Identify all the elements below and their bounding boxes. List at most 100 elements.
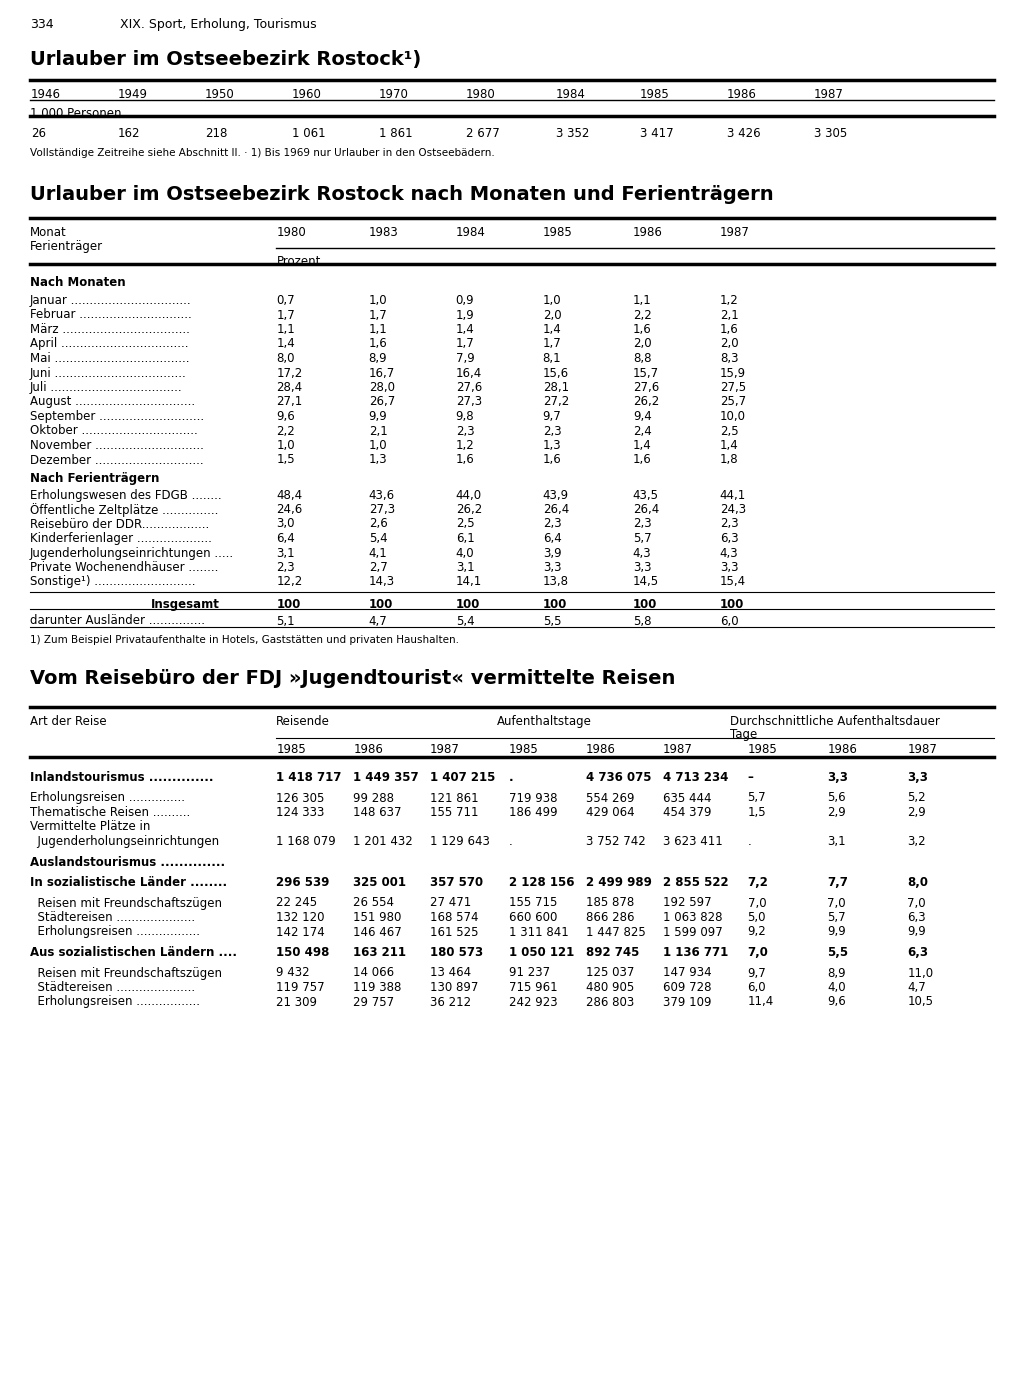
Text: 1 311 841: 1 311 841 bbox=[509, 925, 568, 938]
Text: 4,1: 4,1 bbox=[369, 547, 387, 559]
Text: 25,7: 25,7 bbox=[720, 396, 746, 408]
Text: 1 061: 1 061 bbox=[292, 127, 326, 140]
Text: 150 498: 150 498 bbox=[276, 946, 330, 959]
Text: 27,3: 27,3 bbox=[369, 503, 395, 516]
Text: 1983: 1983 bbox=[369, 226, 398, 239]
Text: 2,3: 2,3 bbox=[543, 425, 561, 438]
Text: 9,7: 9,7 bbox=[748, 966, 766, 980]
Text: 100: 100 bbox=[456, 598, 480, 611]
Text: 242 923: 242 923 bbox=[509, 995, 557, 1008]
Text: 27 471: 27 471 bbox=[430, 896, 471, 910]
Text: Urlauber im Ostseebezirk Rostock¹): Urlauber im Ostseebezirk Rostock¹) bbox=[30, 50, 421, 69]
Text: 2,4: 2,4 bbox=[633, 425, 651, 438]
Text: Reisende: Reisende bbox=[276, 714, 330, 728]
Text: 24,3: 24,3 bbox=[720, 503, 746, 516]
Text: 27,5: 27,5 bbox=[720, 382, 746, 394]
Text: 2,3: 2,3 bbox=[633, 517, 651, 530]
Text: 9,6: 9,6 bbox=[276, 410, 295, 424]
Text: 17,2: 17,2 bbox=[276, 366, 303, 379]
Text: 1,6: 1,6 bbox=[543, 453, 561, 467]
Text: Jugenderholungseinrichtungen: Jugenderholungseinrichtungen bbox=[30, 835, 219, 849]
Text: 24,6: 24,6 bbox=[276, 503, 303, 516]
Text: 185 878: 185 878 bbox=[586, 896, 634, 910]
Text: 1,6: 1,6 bbox=[720, 323, 738, 336]
Text: 1985: 1985 bbox=[640, 88, 670, 101]
Text: 43,9: 43,9 bbox=[543, 488, 569, 502]
Text: 27,3: 27,3 bbox=[456, 396, 482, 408]
Text: 1,5: 1,5 bbox=[748, 807, 766, 819]
Text: 2,3: 2,3 bbox=[720, 517, 738, 530]
Text: 0,9: 0,9 bbox=[456, 294, 474, 308]
Text: 100: 100 bbox=[720, 598, 744, 611]
Text: 635 444: 635 444 bbox=[663, 791, 711, 804]
Text: 3 305: 3 305 bbox=[814, 127, 847, 140]
Text: 3,1: 3,1 bbox=[827, 835, 846, 849]
Text: Erholungsreisen ...............: Erholungsreisen ............... bbox=[30, 791, 185, 804]
Text: 1 050 121: 1 050 121 bbox=[509, 946, 574, 959]
Text: 2,5: 2,5 bbox=[720, 425, 738, 438]
Text: 1,6: 1,6 bbox=[369, 337, 387, 351]
Text: 9,6: 9,6 bbox=[827, 995, 846, 1008]
Text: 2,0: 2,0 bbox=[543, 309, 561, 322]
Text: 5,5: 5,5 bbox=[827, 946, 849, 959]
Text: 1 418 717: 1 418 717 bbox=[276, 772, 342, 784]
Text: 155 715: 155 715 bbox=[509, 896, 557, 910]
Text: 1970: 1970 bbox=[379, 88, 409, 101]
Text: Städtereisen .....................: Städtereisen ..................... bbox=[30, 981, 196, 994]
Text: 296 539: 296 539 bbox=[276, 877, 330, 889]
Text: 13,8: 13,8 bbox=[543, 576, 568, 589]
Text: 1,0: 1,0 bbox=[369, 439, 387, 452]
Text: 429 064: 429 064 bbox=[586, 807, 634, 819]
Text: 2 855 522: 2 855 522 bbox=[663, 877, 728, 889]
Text: 2,1: 2,1 bbox=[369, 425, 387, 438]
Text: 1,4: 1,4 bbox=[543, 323, 561, 336]
Text: Reisebüro der DDR..................: Reisebüro der DDR.................. bbox=[30, 517, 209, 530]
Text: 719 938: 719 938 bbox=[509, 791, 557, 804]
Text: 43,5: 43,5 bbox=[633, 488, 658, 502]
Text: 6,3: 6,3 bbox=[720, 533, 738, 545]
Text: 5,7: 5,7 bbox=[827, 911, 846, 924]
Text: 1 407 215: 1 407 215 bbox=[430, 772, 496, 784]
Text: Erholungsreisen .................: Erholungsreisen ................. bbox=[30, 995, 200, 1008]
Text: 1987: 1987 bbox=[430, 742, 460, 756]
Text: 218: 218 bbox=[205, 127, 227, 140]
Text: 1,7: 1,7 bbox=[456, 337, 474, 351]
Text: 44,1: 44,1 bbox=[720, 488, 746, 502]
Text: 1987: 1987 bbox=[663, 742, 692, 756]
Text: 22 245: 22 245 bbox=[276, 896, 317, 910]
Text: 660 600: 660 600 bbox=[509, 911, 557, 924]
Text: 1 129 643: 1 129 643 bbox=[430, 835, 489, 849]
Text: 325 001: 325 001 bbox=[353, 877, 407, 889]
Text: August ................................: August ................................ bbox=[30, 396, 196, 408]
Text: 1,3: 1,3 bbox=[543, 439, 561, 452]
Text: 1986: 1986 bbox=[633, 226, 663, 239]
Text: 1946: 1946 bbox=[31, 88, 60, 101]
Text: Oktober ...............................: Oktober ............................... bbox=[30, 425, 198, 438]
Text: 1986: 1986 bbox=[586, 742, 615, 756]
Text: 161 525: 161 525 bbox=[430, 925, 478, 938]
Text: 125 037: 125 037 bbox=[586, 966, 634, 980]
Text: 5,4: 5,4 bbox=[456, 615, 474, 628]
Text: 1,6: 1,6 bbox=[633, 453, 651, 467]
Text: 15,7: 15,7 bbox=[633, 366, 659, 379]
Text: 8,9: 8,9 bbox=[827, 966, 846, 980]
Text: 1986: 1986 bbox=[727, 88, 757, 101]
Text: darunter Ausländer ...............: darunter Ausländer ............... bbox=[30, 615, 205, 628]
Text: 1984: 1984 bbox=[556, 88, 586, 101]
Text: 26,4: 26,4 bbox=[543, 503, 569, 516]
Text: 148 637: 148 637 bbox=[353, 807, 401, 819]
Text: 10,5: 10,5 bbox=[907, 995, 933, 1008]
Text: 1) Zum Beispiel Privataufenthalte in Hotels, Gaststätten und privaten Haushalten: 1) Zum Beispiel Privataufenthalte in Hot… bbox=[30, 635, 459, 644]
Text: 3 623 411: 3 623 411 bbox=[663, 835, 722, 849]
Text: 100: 100 bbox=[543, 598, 567, 611]
Text: 44,0: 44,0 bbox=[456, 488, 482, 502]
Text: 2,0: 2,0 bbox=[720, 337, 738, 351]
Text: 14,1: 14,1 bbox=[456, 576, 482, 589]
Text: September ............................: September ............................ bbox=[30, 410, 204, 424]
Text: 8,0: 8,0 bbox=[907, 877, 929, 889]
Text: 151 980: 151 980 bbox=[353, 911, 401, 924]
Text: Ferienträger: Ferienträger bbox=[30, 240, 103, 253]
Text: 3,3: 3,3 bbox=[907, 772, 928, 784]
Text: 91 237: 91 237 bbox=[509, 966, 550, 980]
Text: 6,0: 6,0 bbox=[720, 615, 738, 628]
